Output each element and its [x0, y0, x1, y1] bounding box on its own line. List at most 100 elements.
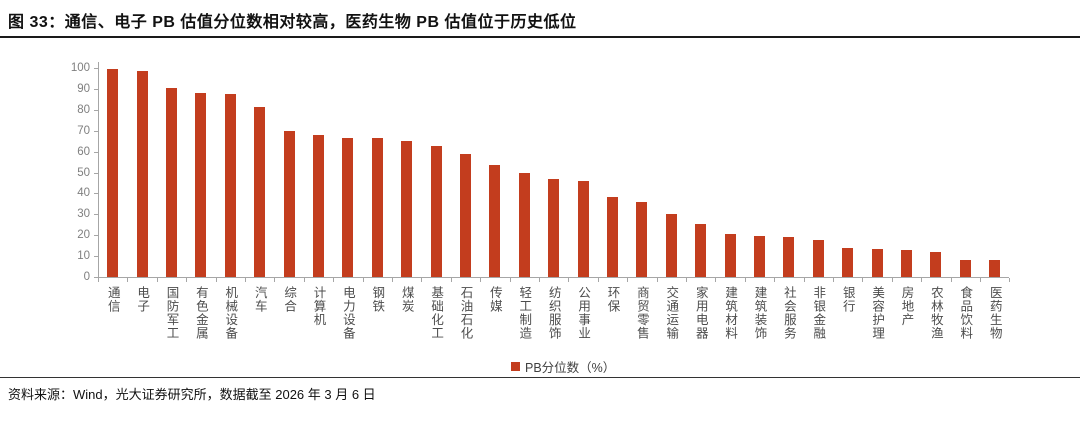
x-tick-mark: [450, 278, 452, 282]
x-tick-mark: [480, 278, 482, 282]
bar: [195, 93, 207, 277]
bar: [636, 201, 648, 277]
figure-title: 图 33：通信、电子 PB 估值分位数相对较高，医药生物 PB 估值位于历史低位: [8, 14, 577, 31]
bar: [724, 234, 736, 277]
bar: [313, 134, 324, 277]
category-label-text: 房地产: [899, 286, 914, 327]
category-label-text: 银行: [840, 286, 855, 313]
category-label: 医药生物: [980, 286, 1009, 366]
category-label: 建筑材料: [715, 286, 744, 366]
legend-label: PB分位数（%）: [525, 361, 616, 375]
category-label-text: 建筑装饰: [752, 286, 767, 340]
category-label-text: 电子: [135, 286, 150, 313]
x-tick-mark: [656, 278, 658, 282]
x-tick-mark: [715, 278, 717, 282]
y-tick-label: 30: [77, 208, 90, 221]
bar: [518, 172, 530, 277]
bar: [901, 249, 912, 277]
category-label: 电子: [127, 286, 156, 366]
category-label-text: 社会服务: [781, 286, 796, 340]
bar: [342, 138, 354, 277]
bar: [665, 214, 677, 277]
y-tick-label: 50: [77, 166, 90, 179]
x-axis: [98, 277, 1010, 278]
category-label: 公用事业: [568, 286, 597, 366]
legend: PB分位数（%）: [511, 357, 615, 376]
category-label: 房地产: [892, 286, 921, 366]
bar: [548, 178, 560, 277]
source-note: 资料来源：Wind，光大证券研究所，数据截至 2026 年 3 月 6 日: [8, 387, 376, 402]
x-tick-mark: [215, 278, 217, 282]
bar: [430, 146, 442, 277]
category-label: 家用电器: [686, 286, 715, 366]
x-tick-mark: [245, 278, 246, 282]
category-label: 国防军工: [157, 286, 186, 366]
category-label: 汽车: [245, 286, 274, 366]
y-tick-label: 20: [77, 229, 90, 242]
footer-divider: [0, 377, 1080, 378]
category-label-text: 有色金属: [193, 286, 208, 340]
category-label-text: 纺织服饰: [546, 286, 561, 340]
y-tick-mark: [94, 277, 98, 278]
y-tick-label: 40: [77, 187, 90, 200]
category-label: 轻工制造: [510, 286, 539, 366]
x-tick-mark: [627, 278, 629, 282]
y-tick-label: 80: [77, 103, 90, 116]
category-label-text: 交通运输: [664, 286, 679, 340]
x-tick-mark: [362, 278, 364, 282]
category-label-text: 机械设备: [223, 286, 238, 340]
bar: [754, 236, 765, 277]
y-tick-mark: [94, 172, 98, 174]
category-label: 交通运输: [657, 286, 686, 366]
category-label-text: 建筑材料: [723, 286, 738, 340]
category-label: 石油石化: [451, 286, 480, 366]
category-label: 非银金融: [804, 286, 833, 366]
x-tick-mark: [156, 278, 158, 282]
x-tick-mark: [774, 278, 776, 282]
x-tick-mark: [744, 278, 746, 282]
category-label-text: 计算机: [311, 286, 326, 327]
category-label-text: 家用电器: [693, 286, 708, 340]
bar: [107, 69, 119, 277]
x-tick-mark: [980, 278, 981, 282]
x-tick-mark: [303, 278, 305, 282]
category-label-text: 公用事业: [576, 286, 591, 340]
y-tick-mark: [94, 256, 98, 258]
x-tick-mark: [833, 278, 834, 282]
category-label-text: 汽车: [252, 286, 267, 313]
bar: [871, 248, 883, 277]
x-tick-mark: [1009, 278, 1011, 282]
category-label: 传媒: [480, 286, 509, 366]
category-label-text: 煤炭: [399, 286, 414, 313]
x-tick-mark: [539, 278, 540, 282]
category-label-text: 商贸零售: [634, 286, 649, 340]
y-tick-label: 100: [70, 62, 90, 74]
category-label: 煤炭: [392, 286, 421, 366]
category-label-text: 国防军工: [164, 286, 179, 340]
category-label: 计算机: [304, 286, 333, 366]
y-tick-mark: [94, 193, 98, 195]
category-label: 食品饮料: [951, 286, 980, 366]
bar: [930, 251, 942, 277]
bar: [607, 196, 618, 277]
y-tick-label: 70: [77, 124, 90, 137]
category-label: 电力设备: [333, 286, 362, 366]
y-axis: [98, 62, 99, 278]
y-tick-mark: [94, 214, 98, 216]
x-tick-mark: [862, 278, 864, 282]
category-label-text: 轻工制造: [517, 286, 532, 340]
x-tick-mark: [333, 278, 335, 282]
x-tick-mark: [509, 278, 511, 282]
x-tick-mark: [891, 278, 893, 282]
bar: [959, 260, 971, 277]
category-label: 农林牧渔: [921, 286, 950, 366]
category-label-text: 农林牧渔: [928, 286, 943, 340]
bar: [989, 260, 1001, 277]
legend-marker-icon: [511, 362, 520, 371]
category-label: 商贸零售: [627, 286, 656, 366]
category-label: 建筑装饰: [745, 286, 774, 366]
x-tick-mark: [98, 278, 99, 282]
category-label-text: 医药生物: [987, 286, 1002, 340]
